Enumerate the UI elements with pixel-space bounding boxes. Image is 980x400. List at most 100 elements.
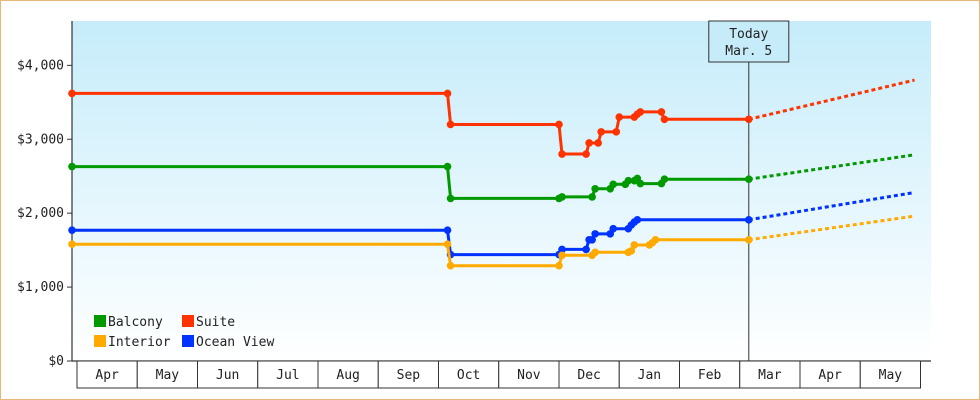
data-point	[558, 245, 566, 254]
data-point	[558, 251, 566, 260]
month-box	[257, 360, 319, 389]
month-label: Apr	[95, 368, 119, 383]
x-axis: Apr May Jun Jul Aug Sep Oct Nov Dec Jan Feb Mar Apr M…	[72, 360, 931, 389]
legend-label: Balcony	[108, 315, 163, 330]
legend: Balcony Suite Interior Ocean View	[94, 315, 274, 350]
data-point	[555, 261, 563, 270]
series-lines	[68, 78, 915, 270]
month-cell: Jul	[257, 360, 319, 389]
data-point	[744, 115, 753, 124]
legend-label: Interior	[108, 335, 171, 350]
data-point	[443, 162, 452, 171]
month-cell: Apr	[799, 360, 861, 389]
data-point	[582, 150, 590, 158]
data-point	[591, 184, 599, 193]
legend-swatch	[182, 315, 194, 327]
month-cell: Oct	[438, 360, 500, 389]
month-label: Nov	[517, 368, 541, 383]
today-marker: Today Mar. 5	[708, 20, 790, 361]
month-label: Sep	[397, 368, 421, 383]
data-point	[660, 115, 669, 124]
month-box	[76, 360, 138, 389]
legend-swatch	[94, 315, 106, 327]
data-point	[744, 175, 753, 183]
data-point	[446, 120, 455, 129]
month-box	[558, 360, 620, 389]
data-point	[582, 245, 590, 254]
data-point	[443, 240, 452, 249]
data-point	[555, 120, 563, 129]
series-balcony	[68, 153, 915, 203]
month-label: Jan	[638, 368, 661, 383]
y-tick-label: $2,000	[17, 206, 64, 221]
month-cell: Jan	[618, 360, 680, 389]
month-label: Jun	[216, 368, 239, 383]
today-date-label: Mar. 5	[725, 44, 772, 59]
data-point	[594, 139, 602, 147]
data-point	[597, 128, 605, 136]
data-point	[446, 261, 455, 270]
month-label: May	[879, 368, 903, 383]
data-point	[636, 179, 645, 188]
data-point	[651, 235, 660, 244]
month-label: Jul	[276, 368, 299, 383]
legend-swatch	[94, 335, 106, 347]
month-box	[317, 360, 379, 389]
legend-item-interior: Interior	[94, 335, 171, 350]
data-point	[443, 89, 452, 98]
legend-item-ocean-view: Ocean View	[182, 335, 274, 350]
series-suite	[68, 78, 915, 158]
data-point	[68, 226, 76, 234]
legend-label: Suite	[196, 315, 235, 330]
data-point	[627, 247, 636, 255]
data-point	[591, 230, 599, 238]
data-point	[591, 248, 599, 257]
series-forecast-line	[748, 78, 915, 121]
month-label: Apr	[818, 368, 842, 383]
month-label: Aug	[336, 368, 359, 383]
month-cell: Nov	[498, 360, 560, 389]
month-box	[799, 360, 861, 389]
month-cell: Aug	[317, 360, 379, 389]
data-point	[657, 108, 666, 116]
y-tick-label: $3,000	[17, 132, 64, 147]
month-cell: Apr	[76, 360, 138, 389]
data-point	[68, 89, 76, 98]
data-point	[744, 235, 753, 244]
month-box	[377, 360, 439, 389]
y-tick-label: $0	[48, 354, 64, 369]
month-label: Feb	[698, 368, 722, 383]
series-interior	[68, 214, 915, 270]
data-point	[609, 180, 618, 189]
legend-item-balcony: Balcony	[94, 315, 163, 330]
legend-label: Ocean View	[196, 335, 274, 350]
data-point	[660, 175, 669, 183]
legend-item-suite: Suite	[182, 315, 235, 330]
data-point	[615, 113, 624, 121]
data-point	[609, 224, 618, 233]
legend-swatch	[182, 335, 194, 347]
month-box	[197, 360, 259, 389]
y-tick-label: $1,000	[17, 280, 64, 295]
data-point	[558, 193, 566, 201]
data-point	[630, 241, 639, 249]
month-cell: Dec	[558, 360, 620, 389]
data-point	[68, 240, 76, 249]
data-point	[636, 108, 645, 116]
month-label: Dec	[577, 368, 600, 383]
month-cell: Mar	[739, 360, 801, 389]
month-cell: May	[859, 360, 921, 389]
month-cell: Feb	[679, 360, 741, 389]
month-box	[679, 360, 741, 389]
month-label: Oct	[457, 368, 480, 383]
today-label: Today	[729, 27, 768, 42]
data-point	[443, 226, 452, 234]
month-box	[859, 360, 921, 389]
data-point	[446, 194, 455, 203]
data-point	[558, 150, 566, 158]
month-cell: Sep	[377, 360, 439, 389]
today-box	[708, 20, 790, 63]
month-box	[136, 360, 198, 389]
